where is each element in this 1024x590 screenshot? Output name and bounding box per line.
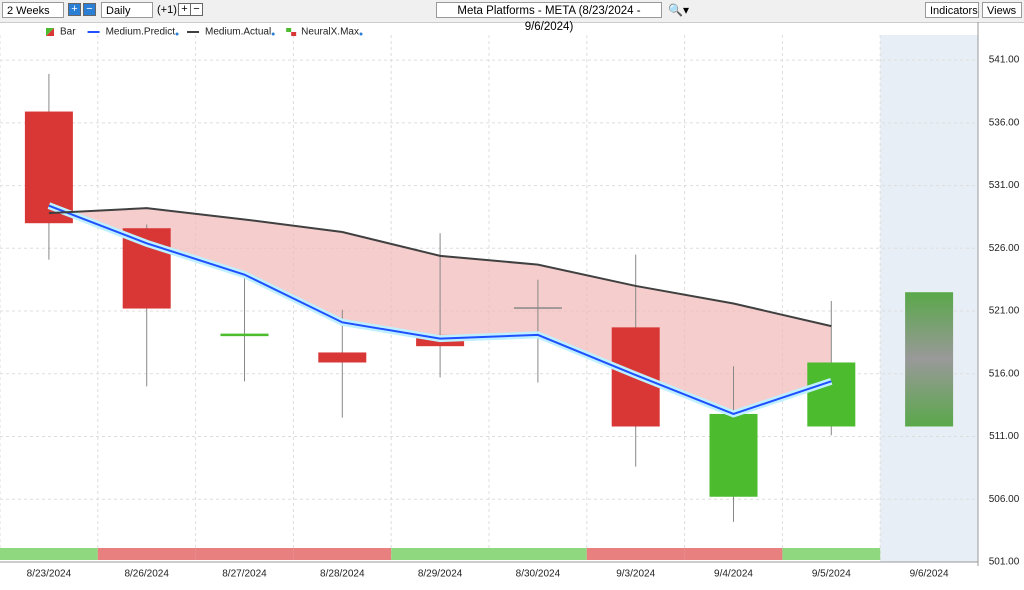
candle-body: [220, 333, 269, 337]
series-line: [48, 204, 832, 416]
views-button[interactable]: Views: [982, 2, 1022, 18]
y-tick-label: 511.00: [989, 431, 1019, 442]
legend-label: Bar: [60, 27, 76, 38]
x-tick-label: 9/5/2024: [812, 569, 851, 580]
legend-icon: [286, 28, 292, 32]
legend-label: Medium.Actual: [205, 27, 271, 38]
legend-label: Medium.Predict: [106, 27, 176, 38]
candle-body: [24, 111, 73, 224]
candle-body: [709, 413, 758, 497]
offset-minus[interactable]: −: [190, 3, 203, 16]
x-tick-label: 8/28/2024: [320, 569, 365, 580]
y-tick-label: 536.00: [989, 117, 1020, 128]
legend-dot: [359, 32, 363, 36]
y-tick-label: 521.00: [989, 306, 1020, 317]
zoom-out[interactable]: −: [83, 3, 96, 16]
x-tick-label: 9/4/2024: [714, 569, 753, 580]
x-tick-label: 8/26/2024: [124, 569, 169, 580]
interval-select[interactable]: Daily: [101, 2, 153, 18]
y-tick-label: 506.00: [989, 494, 1020, 505]
signal-strip: [195, 548, 294, 560]
x-tick-label: 8/29/2024: [418, 569, 463, 580]
symbol-box[interactable]: Meta Platforms - META (8/23/2024 - 9/6/2…: [436, 2, 662, 33]
zoom-in[interactable]: +: [68, 3, 81, 16]
candle-body: [318, 352, 367, 363]
signal-strip: [391, 548, 489, 560]
series-line: [48, 207, 832, 328]
y-tick-label: 541.00: [989, 55, 1020, 66]
indicators-button[interactable]: Indicators: [925, 2, 979, 18]
toolbar: 2 Weeks + − Daily (+1) + − Meta Platform…: [0, 0, 1024, 33]
x-tick-label: 8/23/2024: [27, 569, 72, 580]
chart: 501.00 506.00 511.00 516.00 521.00 526.00 531.…: [0, 22, 1020, 580]
signal-strip: [97, 548, 196, 560]
legend-icon: [291, 32, 297, 36]
candle-body: [513, 307, 562, 309]
period-select[interactable]: 2 Weeks: [2, 2, 64, 18]
signal-strip: [293, 548, 392, 560]
legend-dot: [175, 32, 179, 36]
signal-strip: [489, 548, 587, 560]
legend-icon: [46, 28, 54, 36]
y-tick-label: 516.00: [989, 368, 1020, 379]
signal-strip: [684, 548, 783, 560]
x-tick-label: 9/3/2024: [616, 569, 655, 580]
x-tick-label: 8/27/2024: [222, 569, 267, 580]
legend-label: NeuralX.Max: [301, 27, 359, 38]
y-tick-label: 531.00: [989, 180, 1020, 191]
offset-label: (+1): [157, 4, 177, 16]
signal-strip: [782, 548, 881, 560]
signal-strip: [0, 548, 98, 560]
signal-strip: [586, 548, 685, 560]
x-tick-label: 8/30/2024: [516, 569, 561, 580]
search-icon[interactable]: 🔍▾: [668, 3, 689, 17]
legend-dot: [271, 32, 275, 36]
x-tick-label: 9/6/2024: [910, 569, 949, 580]
candle-body: [807, 362, 856, 427]
candle-body: [905, 292, 954, 427]
y-tick-label: 526.00: [989, 243, 1020, 254]
y-tick-label: 501.00: [989, 557, 1020, 568]
